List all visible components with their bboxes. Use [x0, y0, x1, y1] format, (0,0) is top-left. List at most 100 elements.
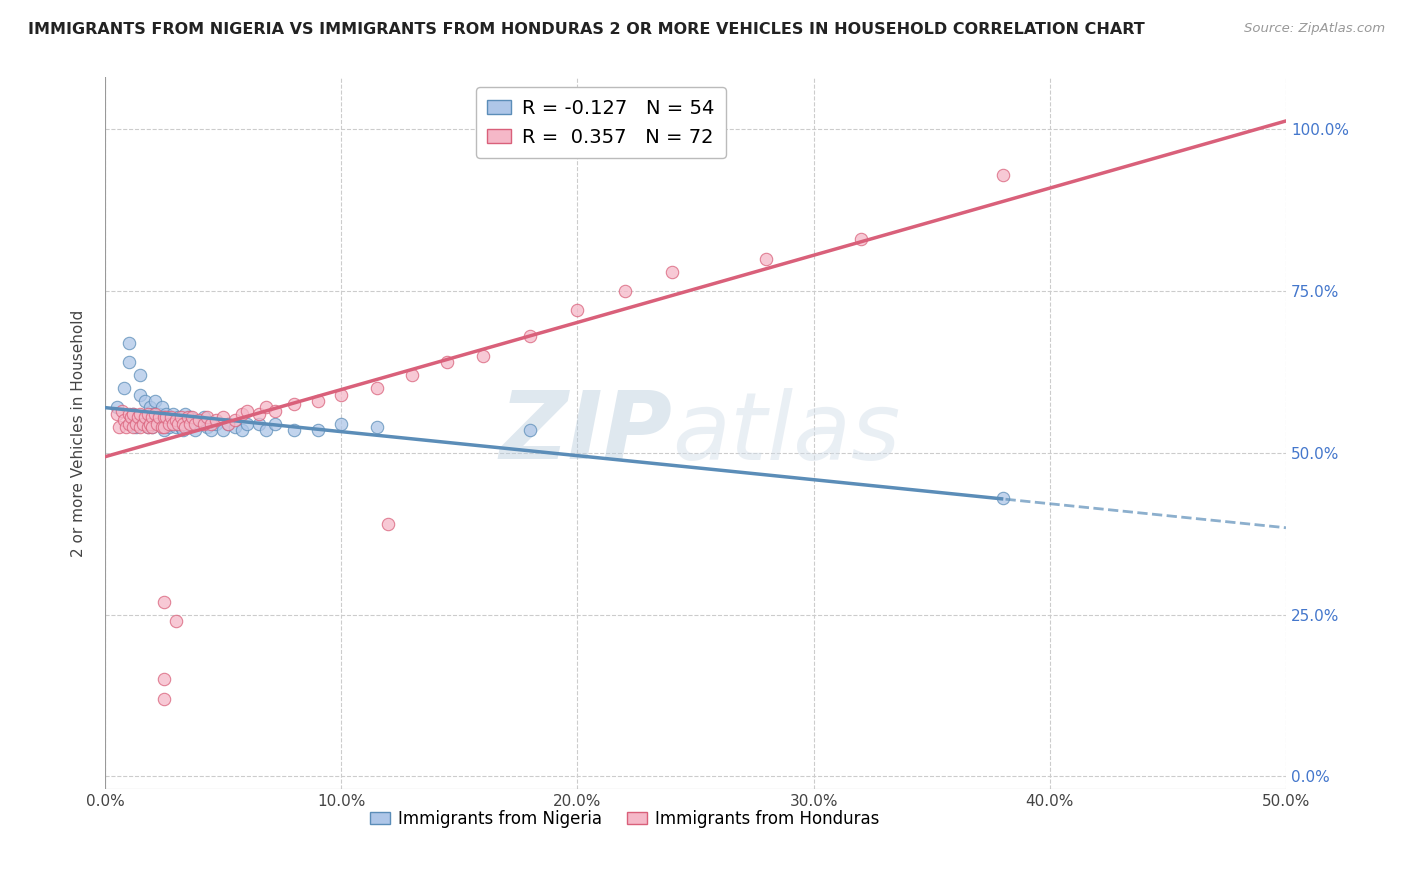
- Point: [136, 420, 159, 434]
- Point: [153, 410, 176, 425]
- Point: [217, 417, 239, 431]
- Point: [129, 368, 152, 383]
- Point: [153, 672, 176, 686]
- Point: [167, 417, 190, 431]
- Point: [307, 423, 329, 437]
- Legend: Immigrants from Nigeria, Immigrants from Honduras: Immigrants from Nigeria, Immigrants from…: [363, 803, 886, 834]
- Point: [127, 410, 149, 425]
- Point: [174, 407, 197, 421]
- Point: [122, 407, 145, 421]
- Point: [150, 401, 173, 415]
- Point: [247, 407, 270, 421]
- Point: [117, 355, 139, 369]
- Point: [330, 387, 353, 401]
- Point: [307, 394, 329, 409]
- Point: [143, 407, 166, 421]
- Point: [172, 417, 194, 431]
- Point: [172, 423, 194, 437]
- Text: IMMIGRANTS FROM NIGERIA VS IMMIGRANTS FROM HONDURAS 2 OR MORE VEHICLES IN HOUSEH: IMMIGRANTS FROM NIGERIA VS IMMIGRANTS FR…: [28, 22, 1144, 37]
- Point: [205, 413, 228, 427]
- Point: [112, 381, 135, 395]
- Point: [157, 420, 180, 434]
- Point: [141, 410, 163, 425]
- Point: [184, 423, 207, 437]
- Point: [179, 417, 201, 431]
- Point: [136, 420, 159, 434]
- Point: [179, 410, 201, 425]
- Text: ZIP: ZIP: [499, 387, 672, 479]
- Point: [153, 594, 176, 608]
- Point: [165, 413, 187, 427]
- Point: [184, 417, 207, 431]
- Point: [155, 407, 177, 421]
- Point: [181, 410, 204, 425]
- Point: [155, 410, 177, 425]
- Point: [200, 417, 222, 431]
- Point: [129, 420, 152, 434]
- Point: [122, 420, 145, 434]
- Point: [991, 168, 1014, 182]
- Point: [146, 413, 169, 427]
- Y-axis label: 2 or more Vehicles in Household: 2 or more Vehicles in Household: [72, 310, 86, 557]
- Point: [188, 413, 211, 427]
- Point: [471, 349, 494, 363]
- Point: [112, 413, 135, 427]
- Point: [150, 420, 173, 434]
- Point: [160, 417, 183, 431]
- Point: [141, 420, 163, 434]
- Point: [125, 417, 148, 431]
- Point: [120, 410, 142, 425]
- Point: [143, 394, 166, 409]
- Point: [122, 407, 145, 421]
- Point: [146, 417, 169, 431]
- Point: [661, 264, 683, 278]
- Point: [849, 232, 872, 246]
- Point: [153, 420, 176, 434]
- Point: [105, 407, 128, 421]
- Point: [231, 407, 253, 421]
- Point: [136, 407, 159, 421]
- Point: [247, 417, 270, 431]
- Point: [205, 417, 228, 431]
- Point: [224, 420, 246, 434]
- Point: [153, 413, 176, 427]
- Point: [212, 423, 235, 437]
- Point: [160, 410, 183, 425]
- Point: [224, 413, 246, 427]
- Point: [519, 423, 541, 437]
- Point: [195, 420, 218, 434]
- Text: Source: ZipAtlas.com: Source: ZipAtlas.com: [1244, 22, 1385, 36]
- Point: [755, 252, 778, 266]
- Point: [141, 420, 163, 434]
- Point: [134, 410, 156, 425]
- Point: [567, 303, 589, 318]
- Point: [169, 410, 191, 425]
- Point: [115, 420, 138, 434]
- Point: [254, 423, 277, 437]
- Point: [991, 491, 1014, 505]
- Point: [212, 410, 235, 425]
- Point: [162, 407, 184, 421]
- Point: [235, 417, 257, 431]
- Point: [139, 417, 162, 431]
- Point: [519, 329, 541, 343]
- Text: atlas: atlas: [672, 388, 900, 479]
- Point: [193, 417, 215, 431]
- Point: [117, 417, 139, 431]
- Point: [613, 284, 636, 298]
- Point: [195, 410, 218, 425]
- Point: [117, 335, 139, 350]
- Point: [188, 417, 211, 431]
- Point: [157, 413, 180, 427]
- Point: [132, 413, 155, 427]
- Point: [254, 401, 277, 415]
- Point: [174, 420, 197, 434]
- Point: [141, 407, 163, 421]
- Point: [108, 420, 131, 434]
- Point: [162, 417, 184, 431]
- Point: [134, 394, 156, 409]
- Point: [153, 423, 176, 437]
- Point: [436, 355, 458, 369]
- Point: [193, 410, 215, 425]
- Point: [181, 417, 204, 431]
